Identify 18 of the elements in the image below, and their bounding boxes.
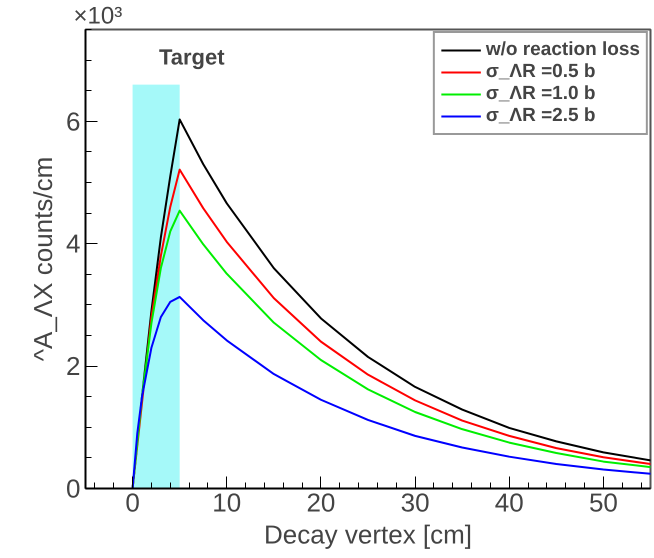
y-tick-label: 4 [66, 228, 81, 259]
y-tick-label: 6 [66, 106, 81, 136]
legend-label: σ_ΛR =1.0 b [486, 83, 596, 105]
line-series [132, 296, 650, 488]
text: ×10³ [74, 2, 122, 30]
annotation: Target [158, 44, 226, 70]
x-tick-label: 50 [588, 488, 618, 518]
y-axis-title: ^A_ΛX counts/cm [28, 156, 58, 362]
x-tick-label: 40 [494, 488, 524, 518]
legend-label: σ_ΛR =0.5 b [486, 61, 596, 83]
x-axis-title: Decay vertex [cm] [264, 520, 472, 550]
y-tick-label: 2 [66, 351, 81, 382]
legend-label: w/o reaction loss [486, 39, 640, 61]
x-tick-label: 20 [306, 488, 336, 518]
x-tick-label: 10 [212, 488, 242, 518]
x-tick-label: 0 [125, 488, 140, 518]
legend-label: σ_ΛR =2.5 b [486, 105, 596, 127]
x-tick-label: 30 [400, 488, 430, 518]
